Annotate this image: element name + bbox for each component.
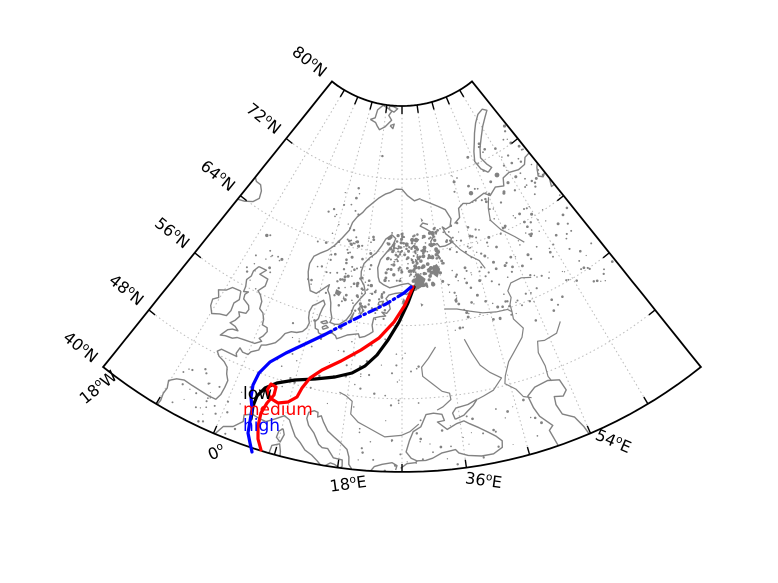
- islet-dot: [381, 154, 384, 158]
- lat-label-56n: 56oN: [151, 213, 193, 252]
- coastline: [306, 410, 353, 470]
- coastline: [389, 123, 395, 130]
- lon-label-54e: 54oE: [593, 425, 634, 457]
- river: [421, 346, 452, 411]
- legend-label-high: high: [243, 416, 280, 436]
- lat-label-80n: 80oN: [288, 42, 330, 81]
- coastline: [214, 413, 322, 466]
- lat-label-64n: 64oN: [197, 156, 239, 195]
- trajectory-high-segment: [246, 333, 326, 454]
- coastline: [400, 412, 503, 469]
- lon-label-18w: 18oW: [76, 366, 121, 408]
- trajectory-high: [246, 285, 413, 454]
- coastline: [268, 443, 282, 457]
- coastline: [419, 198, 453, 248]
- geography-layer: [156, 104, 614, 472]
- graticule-meridian: [273, 101, 373, 455]
- graticule-meridian: [459, 89, 649, 405]
- coastline: [321, 324, 329, 330]
- graticule-meridian: [155, 89, 345, 405]
- river: [444, 308, 532, 399]
- river: [537, 321, 561, 382]
- coastline: [527, 379, 590, 447]
- islet-dot: [367, 284, 370, 287]
- islet-dot: [369, 283, 373, 288]
- trajectories: [246, 285, 416, 454]
- coastline: [369, 462, 398, 472]
- legend-label-medium: medium: [243, 400, 313, 420]
- lon-label-36e: 36oE: [464, 468, 503, 492]
- islet-dot: [494, 172, 500, 178]
- coastline: [388, 105, 399, 113]
- river: [487, 197, 525, 243]
- lon-label-0deg: 0o: [205, 440, 228, 464]
- lake: [447, 283, 451, 287]
- lat-label-48n: 48oN: [105, 270, 147, 309]
- trajectory-high-segment: [322, 291, 406, 337]
- lat-label-40n: 40oN: [60, 328, 102, 367]
- coastline: [219, 265, 269, 345]
- islet-dot: [245, 270, 249, 273]
- lon-label-18e: 18oE: [329, 472, 368, 496]
- coastline: [454, 152, 530, 225]
- coastline: [320, 319, 329, 325]
- river: [451, 241, 486, 269]
- graticule-parallel: [285, 138, 519, 180]
- lake: [334, 289, 342, 297]
- graticule-meridian: [431, 101, 531, 455]
- trajectory-medium: [256, 285, 415, 452]
- lake: [420, 217, 424, 223]
- trajectory-low: [249, 285, 416, 421]
- islet-dot: [280, 257, 284, 261]
- graticule: [148, 89, 656, 472]
- islet-dot: [268, 266, 271, 270]
- lake: [420, 303, 424, 307]
- legend-label-low: low: [243, 384, 272, 404]
- coastline: [473, 108, 493, 173]
- trajectory-low-segment: [249, 285, 416, 421]
- river: [507, 276, 532, 312]
- trajectory-medium-segment: [256, 285, 415, 452]
- coastline: [275, 428, 285, 443]
- coastline: [369, 104, 393, 131]
- graticule-parallel: [194, 252, 610, 327]
- islet-dot: [245, 266, 248, 269]
- islet-dot: [269, 234, 272, 237]
- graticule-parallel: [148, 309, 656, 400]
- islet-dot: [468, 191, 474, 196]
- coastline: [237, 176, 263, 203]
- islet-dot: [473, 187, 476, 190]
- river: [463, 338, 503, 400]
- graticule-meridian: [337, 104, 388, 468]
- map-boundary: [101, 80, 703, 473]
- lake-speckles: [171, 124, 614, 467]
- graticule-meridian: [213, 96, 359, 434]
- river: [339, 391, 420, 438]
- lat-label-72n: 72oN: [243, 99, 285, 138]
- islet-dot: [265, 233, 269, 238]
- graticule-meridian: [445, 96, 591, 434]
- coastline: [156, 188, 421, 406]
- coastline: [451, 398, 478, 420]
- axis-ticks: [102, 80, 656, 472]
- coastline: [210, 286, 242, 317]
